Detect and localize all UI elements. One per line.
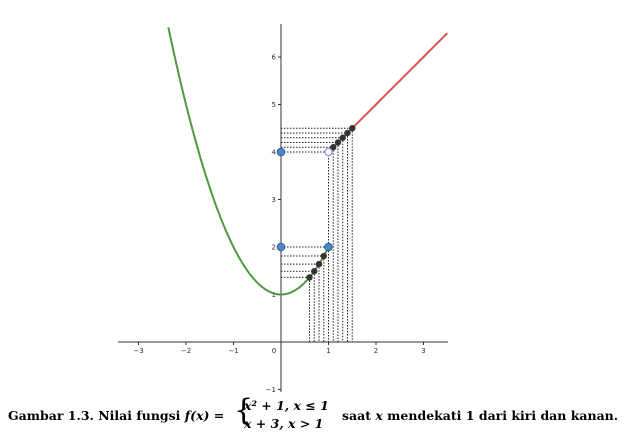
- right-sequence-point: [330, 144, 337, 151]
- right-sequence-point: [339, 134, 346, 141]
- x-tick-label: −3: [133, 347, 143, 355]
- caption-case-1: x² + 1, x ≤ 1: [244, 398, 329, 413]
- function-graph: −3 −2 −1 0 1 2 3 −1 1 2 3 4 5 6: [118, 24, 448, 394]
- caption-case-2: x + 3, x > 1: [244, 416, 324, 431]
- y-axis-limit-marker: [276, 147, 286, 157]
- y-tick-label: 1: [272, 291, 276, 299]
- data-points: [276, 125, 356, 281]
- x-tick-label: −2: [181, 347, 191, 355]
- filled-point: [324, 242, 333, 252]
- y-tick-label: 5: [272, 101, 276, 109]
- x-tick-label: 2: [374, 347, 378, 355]
- left-sequence-point: [311, 268, 318, 275]
- left-sequence-point: [320, 252, 327, 260]
- y-axis-limit-marker: [276, 242, 286, 252]
- caption-suffix-2: mendekati 1 dari kiri dan kanan.: [382, 408, 619, 423]
- y-tick-label: −1: [266, 386, 276, 394]
- guide-lines: [281, 127, 353, 342]
- right-sequence-point: [344, 129, 351, 137]
- right-sequence-point: [334, 139, 342, 146]
- caption-prefix-group: Gambar 1.3. Nilai fungsi f(x) =: [8, 408, 224, 423]
- caption-fx: f(x) =: [184, 408, 225, 423]
- x-tick-label: 0: [272, 347, 276, 355]
- y-tick-label: 2: [272, 244, 276, 252]
- left-sequence-point: [306, 274, 313, 281]
- caption-suffix-group: saat x mendekati 1 dari kiri dan kanan.: [342, 408, 618, 423]
- y-tick-label: 4: [272, 149, 277, 157]
- left-sequence-point: [315, 260, 323, 268]
- x-tick-label: 3: [421, 347, 425, 355]
- right-sequence-point: [349, 125, 356, 132]
- x-tick-label: 1: [326, 347, 330, 355]
- axes: −3 −2 −1 0 1 2 3 −1 1 2 3 4 5 6: [118, 24, 448, 394]
- caption-prefix: Gambar 1.3. Nilai fungsi: [8, 408, 185, 423]
- function-curves: [167, 27, 448, 296]
- figure-caption: Gambar 1.3. Nilai fungsi f(x) = { x² + 1…: [8, 394, 625, 434]
- curve-left-piece: [167, 27, 330, 296]
- open-point: [324, 147, 333, 157]
- y-tick-label: 3: [272, 196, 276, 204]
- caption-brace: {: [234, 393, 254, 428]
- x-tick-label: −1: [228, 347, 238, 355]
- y-tick-label: 6: [272, 54, 277, 62]
- caption-suffix-1: saat: [342, 408, 376, 423]
- caption-suffix-var: x: [375, 408, 383, 423]
